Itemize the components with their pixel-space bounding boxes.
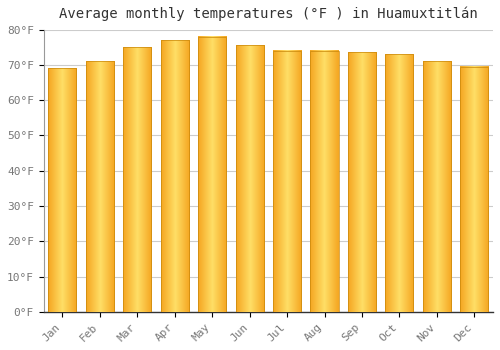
Bar [198, 37, 226, 312]
Bar [123, 47, 152, 312]
Bar [423, 61, 451, 312]
Bar [236, 46, 264, 312]
Bar [348, 52, 376, 312]
Bar [160, 40, 189, 312]
Bar [48, 68, 76, 312]
Title: Average monthly temperatures (°F ) in Huamuxtitlán: Average monthly temperatures (°F ) in Hu… [59, 7, 478, 21]
Bar [460, 66, 488, 312]
Bar [273, 51, 301, 312]
Bar [86, 61, 114, 312]
Bar [310, 51, 338, 312]
Bar [386, 54, 413, 312]
